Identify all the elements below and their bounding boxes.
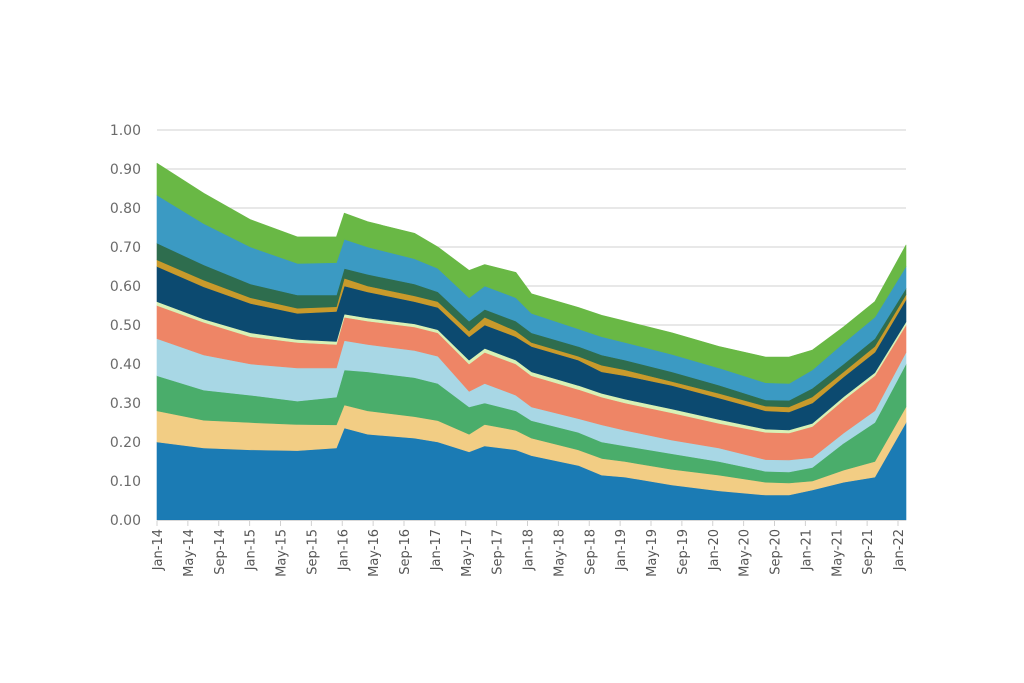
x-axis-ticks: Jan-14 May-14 Sep-14 Jan-15 May-15 Sep-15 Jan-…: [151, 520, 907, 577]
y-tick-label: 0.20: [110, 435, 141, 451]
x-tick-label: Jan-17: [429, 529, 444, 571]
x-tick-label: May-19: [645, 529, 660, 577]
x-tick-label: May-21: [830, 529, 845, 577]
y-tick-label: 0.30: [110, 396, 141, 412]
y-tick-label: 0.50: [110, 318, 141, 334]
y-tick-label: 0.40: [110, 357, 141, 373]
y-tick-label: 0.10: [110, 474, 141, 490]
x-tick-label: Jan-20: [707, 529, 722, 571]
x-tick-label: Sep-18: [583, 529, 598, 575]
x-tick-label: Sep-14: [213, 529, 228, 575]
y-tick-label: 1.00: [110, 123, 141, 139]
y-tick-label: 0.90: [110, 162, 141, 178]
y-tick-label: 0.80: [110, 201, 141, 217]
x-tick-label: May-16: [367, 529, 382, 577]
x-tick-label: Sep-17: [491, 529, 506, 575]
x-tick-label: May-18: [552, 529, 567, 577]
area-series-11: [156, 162, 907, 384]
x-tick-label: Sep-15: [305, 529, 320, 575]
x-tick-label: Jan-16: [336, 529, 351, 571]
x-tick-label: Jan-15: [244, 529, 259, 571]
x-tick-label: Jan-18: [522, 529, 537, 571]
x-tick-label: Jan-14: [151, 529, 166, 571]
y-tick-label: 0.70: [110, 240, 141, 256]
x-tick-label: Sep-19: [676, 529, 691, 575]
y-axis-ticks: 0.00 0.10 0.20 0.30 0.40 0.50 0.60 0.70 0.80 0.90…: [110, 123, 141, 529]
x-tick-label: Jan-22: [892, 529, 907, 571]
x-tick-label: May-17: [460, 529, 475, 577]
x-tick-label: Jan-21: [799, 529, 814, 571]
area-series: [156, 162, 907, 521]
y-tick-label: 0.60: [110, 279, 141, 295]
x-tick-label: Sep-21: [861, 529, 876, 575]
x-tick-label: May-15: [275, 529, 290, 577]
x-tick-label: Jan-19: [614, 529, 629, 571]
y-tick-label: 0.00: [110, 513, 141, 529]
x-tick-label: May-20: [738, 529, 753, 577]
x-tick-label: May-14: [182, 529, 197, 577]
x-tick-label: Sep-20: [769, 529, 784, 575]
x-tick-label: Sep-16: [398, 529, 413, 575]
